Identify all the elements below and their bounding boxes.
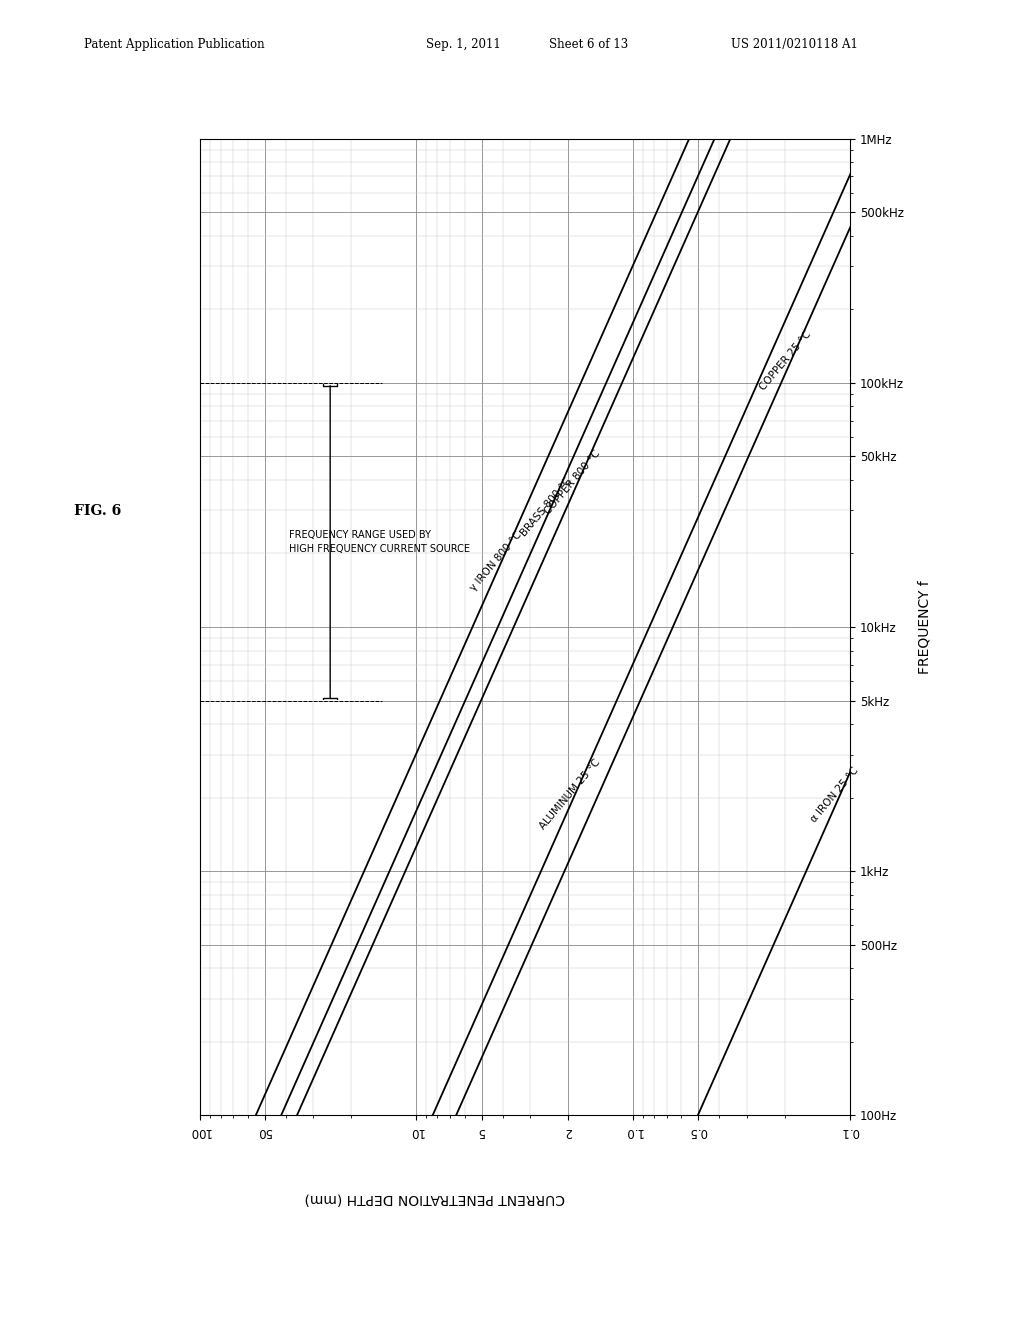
Text: FIG. 6: FIG. 6 bbox=[74, 504, 121, 517]
Text: ALUMINUM 25 °C: ALUMINUM 25 °C bbox=[538, 758, 602, 832]
Text: FREQUENCY RANGE USED BY
HIGH FREQUENCY CURRENT SOURCE: FREQUENCY RANGE USED BY HIGH FREQUENCY C… bbox=[289, 529, 470, 553]
Text: CURRENT PENETRATION DEPTH (mm): CURRENT PENETRATION DEPTH (mm) bbox=[305, 1192, 565, 1205]
Text: α IRON 25 °C: α IRON 25 °C bbox=[809, 766, 861, 824]
Text: COPPER 800 °C: COPPER 800 °C bbox=[543, 449, 602, 516]
Text: COPPER 25 °C: COPPER 25 °C bbox=[759, 329, 814, 392]
Text: γ IRON 800 °C: γ IRON 800 °C bbox=[469, 529, 524, 593]
Text: BRASS 800 °C: BRASS 800 °C bbox=[518, 477, 573, 539]
Y-axis label: FREQUENCY f: FREQUENCY f bbox=[918, 579, 932, 675]
Text: US 2011/0210118 A1: US 2011/0210118 A1 bbox=[731, 37, 858, 50]
Text: Sep. 1, 2011: Sep. 1, 2011 bbox=[426, 37, 501, 50]
Text: Sheet 6 of 13: Sheet 6 of 13 bbox=[549, 37, 628, 50]
Text: Patent Application Publication: Patent Application Publication bbox=[84, 37, 264, 50]
